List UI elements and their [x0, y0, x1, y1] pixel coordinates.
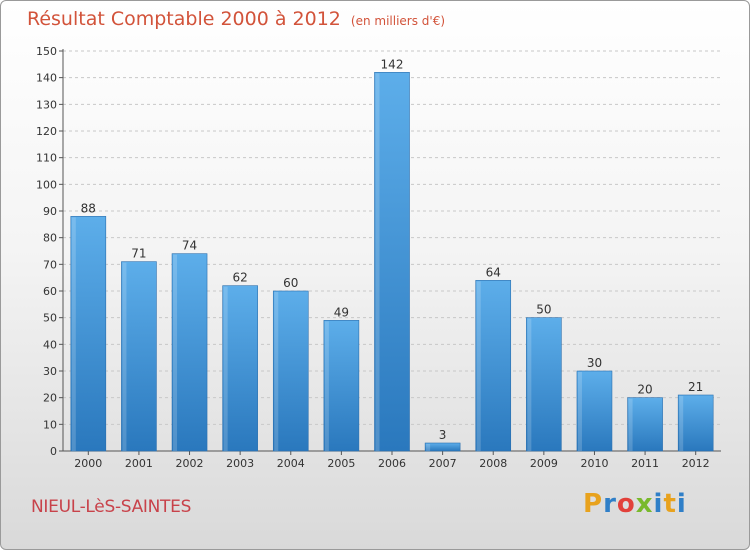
- x-tick-label: 2008: [479, 457, 507, 470]
- bar-highlight: [577, 372, 582, 451]
- data-label: 74: [182, 239, 197, 253]
- bar-highlight: [527, 318, 532, 451]
- bar-2002: [171, 253, 208, 452]
- bar-highlight: [223, 286, 228, 451]
- logo-letter: P: [583, 489, 604, 519]
- bar-highlight: [628, 398, 633, 451]
- y-tick-label: 0: [50, 445, 57, 458]
- y-tick-label: 110: [36, 152, 57, 165]
- x-tick-label: 2010: [580, 457, 608, 470]
- logo-letter: o: [616, 489, 636, 519]
- bar-highlight: [426, 444, 431, 451]
- bar-highlight: [679, 396, 684, 451]
- logo-letter: i: [653, 489, 664, 519]
- bar-2008: [475, 280, 512, 452]
- bar-highlight: [375, 73, 380, 451]
- logo-letter: x: [635, 489, 654, 519]
- bar-2012: [677, 394, 714, 452]
- y-tick-label: 30: [43, 365, 57, 378]
- y-tick-label: 150: [36, 45, 57, 58]
- data-label: 64: [486, 265, 501, 279]
- data-label: 30: [587, 356, 602, 370]
- x-tick-label: 2005: [327, 457, 355, 470]
- y-tick-label: 40: [43, 338, 57, 351]
- bar-2006: [374, 72, 410, 452]
- data-label: 3: [439, 428, 447, 442]
- y-tick-label: 140: [36, 72, 57, 85]
- data-labels: 88 71 74 62 60 49 142 3 64 50 30 20 21: [81, 57, 704, 442]
- data-label: 21: [688, 380, 703, 394]
- x-tick-label: 2006: [378, 457, 406, 470]
- town-name: NIEUL-LèS-SAINTES: [31, 497, 192, 517]
- bar-2003: [222, 285, 258, 452]
- bar-2011: [627, 397, 663, 452]
- bar-highlight: [324, 321, 329, 451]
- chart-title-text: Résultat Comptable 2000 à 2012: [27, 8, 341, 30]
- data-label: 142: [381, 57, 404, 71]
- x-tick-label: 2003: [226, 457, 254, 470]
- y-tick-label: 50: [43, 312, 57, 325]
- bar-2001: [121, 261, 157, 452]
- bar-2007: [424, 442, 461, 452]
- y-tick-label: 130: [36, 98, 57, 111]
- x-tick-label: 2000: [74, 457, 102, 470]
- bar-2009: [526, 317, 562, 452]
- y-tick-label: 100: [36, 178, 57, 191]
- logo-letter: i: [676, 489, 687, 519]
- bar-2004: [272, 290, 309, 452]
- bar-highlight: [122, 262, 127, 451]
- bar-2000: [70, 216, 107, 452]
- data-label: 62: [233, 271, 248, 285]
- data-label: 50: [536, 303, 551, 317]
- y-tick-label: 20: [43, 392, 57, 405]
- data-label: 49: [334, 305, 349, 319]
- x-tick-label: 2001: [125, 457, 153, 470]
- y-tick-label: 60: [43, 285, 57, 298]
- x-tick-label: 2009: [530, 457, 558, 470]
- x-tick-label: 2011: [631, 457, 659, 470]
- y-tick-label: 90: [43, 205, 57, 218]
- chart-subtitle: (en milliers d'€): [350, 14, 446, 28]
- x-tick-label: 2002: [176, 457, 204, 470]
- data-label: 60: [283, 276, 298, 290]
- bar-2005: [323, 320, 360, 452]
- y-tick-label: 120: [36, 125, 57, 138]
- proxiti-logo: Proxiti: [583, 489, 687, 519]
- bar-highlight: [274, 292, 279, 451]
- data-label: 71: [131, 247, 146, 261]
- x-tick-label: 2004: [277, 457, 305, 470]
- bars: [70, 72, 714, 452]
- logo-letter: r: [603, 489, 617, 519]
- bar-highlight: [476, 281, 481, 451]
- bar-highlight: [71, 217, 76, 451]
- chart-title: Résultat Comptable 2000 à 2012 (en millie…: [27, 8, 445, 30]
- x-tick-label: 2012: [682, 457, 710, 470]
- data-label: 20: [637, 383, 652, 397]
- bar-2010: [576, 370, 613, 452]
- data-label: 88: [81, 201, 96, 215]
- logo-letter: t: [663, 489, 677, 519]
- y-tick-label: 10: [43, 418, 57, 431]
- bar-highlight: [173, 254, 178, 451]
- x-tick-label: 2007: [429, 457, 457, 470]
- y-tick-label: 80: [43, 232, 57, 245]
- y-tick-label: 70: [43, 258, 57, 271]
